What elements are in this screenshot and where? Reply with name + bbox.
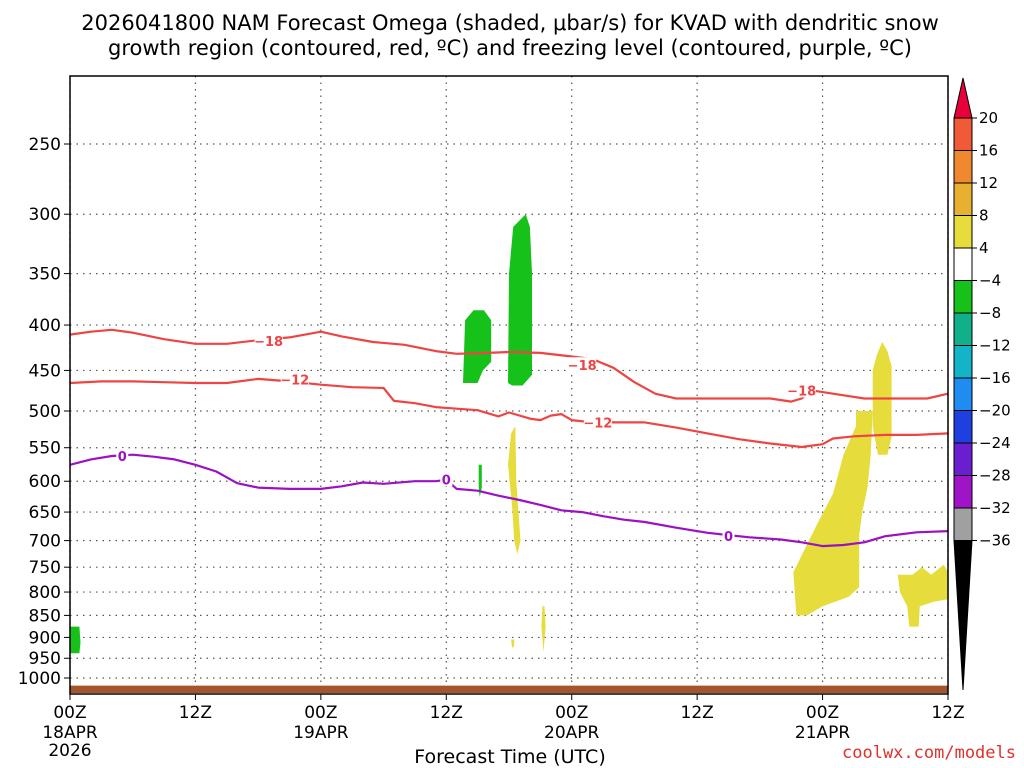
colorbar-segment-3 — [953, 182, 973, 216]
x-tick-time-5: 12Z — [681, 703, 714, 723]
contour-label-dgz-minus12-1: −12 — [583, 416, 612, 431]
omega-pos-yellow-blob-21apr — [793, 411, 873, 616]
omega-neg-green-350mb — [508, 214, 532, 386]
x-tick-year-0: 2026 — [48, 741, 91, 761]
x-tick-date-2: 19APR — [293, 723, 349, 743]
plot-frame — [69, 75, 949, 695]
colorbar-segment-10 — [953, 410, 973, 444]
colorbar-label-10: −24 — [979, 434, 1011, 452]
colorbar-label-2: 12 — [979, 174, 998, 192]
contour-label-bg-dgz-minus12-0 — [280, 371, 309, 387]
contour-label-freezing-level-0: 0 — [118, 450, 127, 465]
y-tick-label-250: 250 — [29, 135, 61, 155]
contour-label-bg-freezing-level-2 — [722, 528, 735, 544]
omega-neg-green-610mb — [478, 464, 482, 497]
colorbar-segment-7 — [953, 312, 973, 346]
colorbar-segment-13 — [953, 507, 973, 541]
colorbar-label-13: −36 — [979, 532, 1011, 550]
omega-neg-green-900mb — [70, 626, 81, 654]
y-tick-label-750: 750 — [29, 558, 61, 578]
colorbar-segment-9 — [953, 377, 973, 411]
colorbar: 20 16 12 8 4 −4 −8 −12 −16 −20 −24 −28 −32 −36 — [953, 77, 1011, 691]
x-tick-time-1: 12Z — [179, 703, 212, 723]
y-tick-label-350: 350 — [29, 265, 61, 285]
colorbar-segment-6 — [953, 280, 973, 314]
contour-label-freezing-level-2: 0 — [724, 530, 733, 545]
colorbar-segment-12 — [953, 475, 973, 509]
colorbar-segment-8 — [953, 345, 973, 379]
y-tick-label-450: 450 — [29, 361, 61, 381]
x-axis-label: Forecast Time (UTC) — [414, 746, 605, 768]
colorbar-segment-2 — [953, 150, 973, 184]
y-tick-label-900: 900 — [29, 628, 61, 648]
contour-label-bg-dgz-minus18-1 — [568, 357, 597, 373]
contour-label-dgz-minus18-2: −18 — [787, 384, 816, 399]
y-tick-label-700: 700 — [29, 532, 61, 552]
omega-pos-yellow-strip — [508, 426, 521, 555]
contour-dgz-minus12 — [69, 377, 949, 449]
y-tick-label-500: 500 — [29, 402, 61, 422]
contour-label-bg-freezing-level-0 — [116, 448, 129, 464]
y-tick-label-650: 650 — [29, 503, 61, 523]
y-tick-label-600: 600 — [29, 472, 61, 492]
y-tick-label-850: 850 — [29, 606, 61, 626]
chart-title-line2: growth region (contoured, red, ºC) and f… — [108, 36, 912, 60]
y-tick-label-550: 550 — [29, 439, 61, 459]
y-axis-ticks: 2503003504004505005506006507007508008509… — [18, 135, 70, 689]
colorbar-label-6: −8 — [979, 304, 1001, 322]
x-tick-time-0: 00Z — [53, 703, 86, 723]
colorbar-label-5: −4 — [979, 272, 1001, 290]
colorbar-segment-5 — [953, 247, 973, 281]
colorbar-label-12: −32 — [979, 499, 1011, 517]
colorbar-top-arrow — [953, 77, 973, 119]
x-tick-time-4: 00Z — [555, 703, 588, 723]
contour-lines: −18 −18 −18 −12 −12 0 0 0 — [69, 328, 949, 548]
contour-label-bg-dgz-minus18-2 — [787, 382, 816, 398]
contour-label-bg-freezing-level-1 — [440, 471, 453, 487]
surface-terrain — [70, 685, 948, 693]
chart-title-line1: 2026041800 NAM Forecast Omega (shaded, μ… — [81, 11, 939, 35]
colorbar-segment-11 — [953, 442, 973, 476]
x-tick-time-7: 12Z — [931, 703, 964, 723]
y-tick-label-950: 950 — [29, 649, 61, 669]
omega-pos-yellow-low-21apr — [897, 564, 948, 627]
colorbar-label-1: 16 — [979, 142, 998, 160]
colorbar-label-3: 8 — [979, 207, 989, 225]
plot-area: −18 −18 −18 −12 −12 0 0 0 250 300 350 400 450 500 550… — [18, 75, 965, 761]
contour-label-freezing-level-1: 0 — [442, 473, 451, 488]
omega-neg-green-400mb — [463, 310, 492, 383]
x-tick-time-6: 00Z — [806, 703, 839, 723]
colorbar-label-9: −20 — [979, 402, 1011, 420]
x-tick-date-0: 18APR — [42, 723, 98, 743]
colorbar-label-4: 4 — [979, 239, 989, 257]
colorbar-label-11: −28 — [979, 467, 1011, 485]
omega-pos-yellow-speck-1 — [511, 639, 515, 648]
colorbar-segment-4 — [953, 215, 973, 249]
contour-label-dgz-minus18-1: −18 — [568, 359, 597, 374]
contour-label-bg-dgz-minus18-0 — [254, 333, 283, 349]
omega-pos-yellow-speck-2 — [541, 606, 546, 653]
colorbar-label-0: 20 — [979, 109, 998, 127]
y-tick-label-1000: 1000 — [18, 669, 61, 689]
colorbar-label-7: −12 — [979, 337, 1011, 355]
x-tick-date-6: 21APR — [795, 723, 851, 743]
x-tick-time-2: 00Z — [304, 703, 337, 723]
contour-freezing-level — [69, 453, 949, 548]
colorbar-segment-1 — [953, 117, 973, 151]
y-tick-label-300: 300 — [29, 205, 61, 225]
y-tick-label-800: 800 — [29, 583, 61, 603]
colorbar-label-8: −16 — [979, 369, 1011, 387]
contour-label-dgz-minus12-0: −12 — [280, 374, 309, 389]
contour-label-bg-dgz-minus12-1 — [583, 414, 612, 430]
omega-shading — [70, 214, 948, 654]
x-tick-date-4: 20APR — [544, 723, 600, 743]
y-tick-label-400: 400 — [29, 316, 61, 336]
x-tick-time-3: 12Z — [430, 703, 463, 723]
terrain-layer — [70, 685, 948, 693]
colorbar-bottom-arrow — [953, 540, 973, 691]
credit-text: coolwx.com/models — [842, 743, 1016, 763]
contour-label-dgz-minus18-0: −18 — [254, 335, 283, 350]
